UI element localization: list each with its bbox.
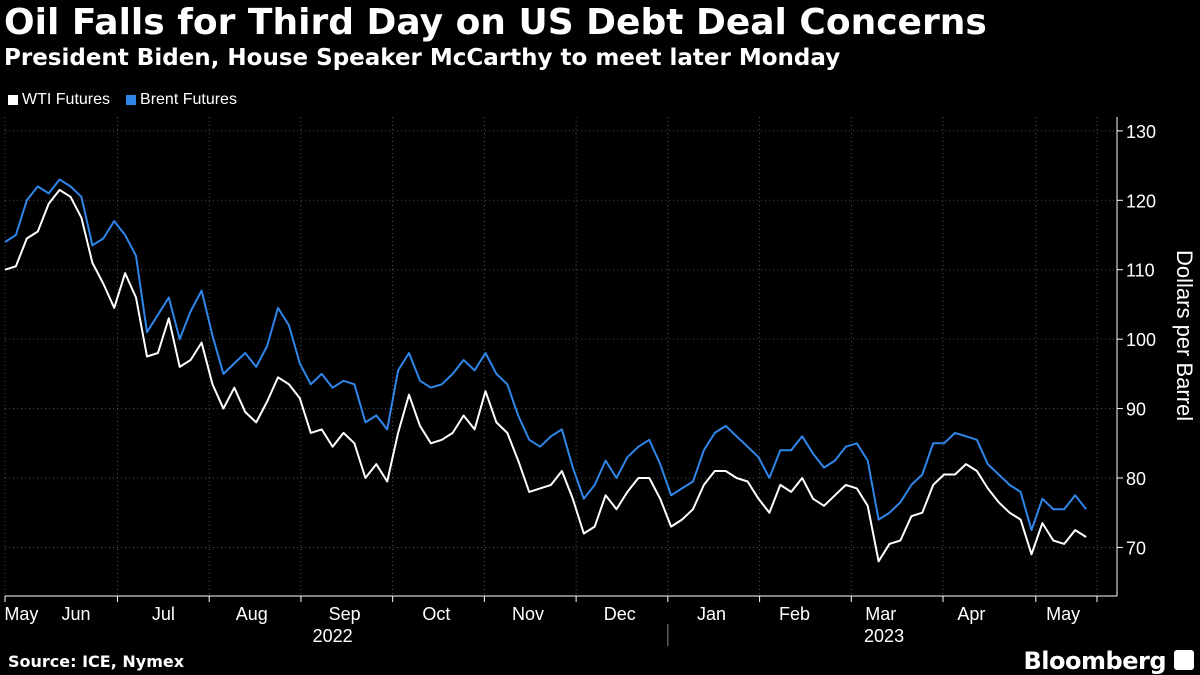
- y-tick-label: 130: [1126, 122, 1156, 142]
- legend-label-brent: Brent Futures: [140, 91, 237, 108]
- y-tick-label: 100: [1126, 330, 1156, 350]
- x-tick-label: Oct: [422, 604, 450, 624]
- x-tick-label: Dec: [604, 604, 636, 624]
- legend-item-wti: WTI Futures: [8, 91, 110, 109]
- x-tick-label: Jun: [61, 604, 90, 624]
- x-tick-label: Apr: [957, 604, 985, 624]
- series-line-wti: [4, 188, 1087, 563]
- legend-label-wti: WTI Futures: [22, 91, 111, 108]
- y-tick-label: 90: [1126, 400, 1146, 420]
- x-tick-label: Mar: [865, 604, 896, 624]
- x-tick-label: Aug: [236, 604, 268, 624]
- x-tick-label: Feb: [779, 604, 810, 624]
- x-tick-label: Nov: [512, 604, 544, 624]
- series-line-brent: [4, 178, 1087, 532]
- year-label: 2022: [313, 626, 353, 646]
- legend: WTI Futures Brent Futures: [8, 91, 237, 109]
- legend-swatch-wti: [8, 95, 18, 105]
- y-tick-label: 120: [1126, 191, 1156, 211]
- legend-item-brent: Brent Futures: [126, 91, 237, 109]
- x-tick-label: May: [4, 604, 38, 624]
- y-tick-label: 110: [1126, 261, 1155, 281]
- x-tick-label: Jul: [152, 604, 175, 624]
- y-tick-label: 70: [1126, 538, 1146, 558]
- chart-subtitle: President Biden, House Speaker McCarthy …: [4, 45, 841, 71]
- legend-swatch-brent: [126, 95, 137, 105]
- y-axis-title: Dollars per Barrel: [1172, 250, 1197, 421]
- x-tick-label: May: [1046, 604, 1080, 624]
- year-label: 2023: [864, 626, 904, 646]
- y-tick-label: 80: [1126, 469, 1146, 489]
- source-note: Source: ICE, Nymex: [8, 652, 185, 671]
- chart-title: Oil Falls for Third Day on US Debt Deal …: [4, 2, 987, 43]
- bloomberg-terminal-icon: [1174, 650, 1194, 670]
- x-tick-label: Sep: [329, 604, 361, 624]
- bloomberg-logo: Bloomberg: [1023, 647, 1167, 675]
- x-tick-label: Jan: [697, 604, 726, 624]
